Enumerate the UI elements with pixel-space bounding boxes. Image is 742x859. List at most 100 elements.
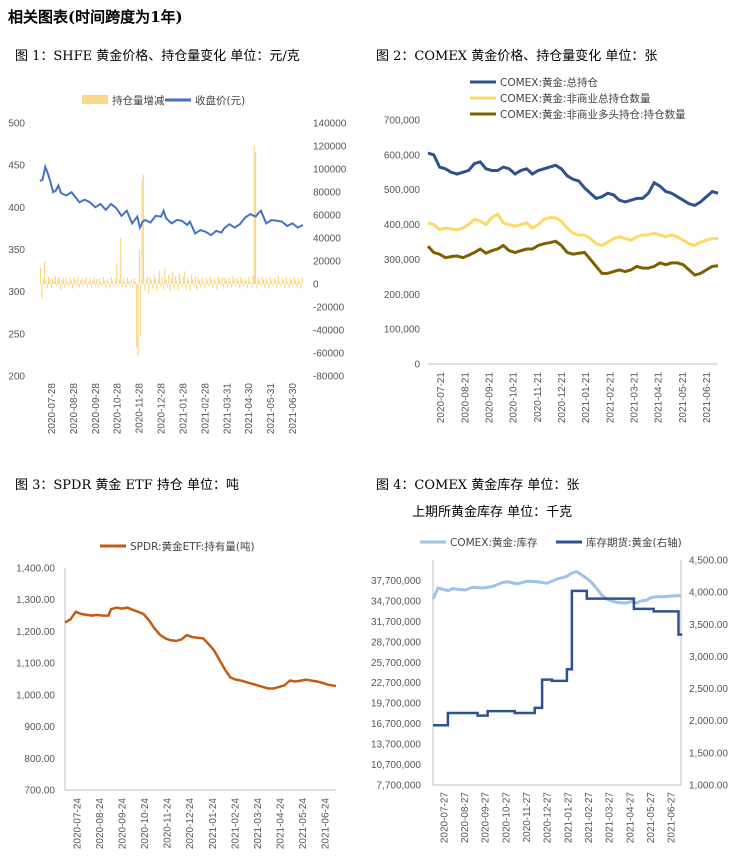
chart1-bar bbox=[160, 284, 162, 288]
chart1-bar bbox=[181, 284, 183, 288]
chart1-bar bbox=[288, 284, 290, 288]
chart2-series-line bbox=[427, 151, 719, 208]
chart3-x-tick: 2020-08-24 bbox=[95, 798, 106, 850]
chart1-bar bbox=[153, 274, 155, 284]
chart1-bar bbox=[42, 278, 44, 284]
chart1-bar bbox=[272, 284, 274, 287]
chart2-x-tick: 2021-03-21 bbox=[629, 372, 640, 424]
chart1-bar bbox=[180, 279, 182, 284]
chart1-bar bbox=[45, 280, 47, 284]
chart1-bar bbox=[98, 278, 101, 284]
chart1-bar bbox=[186, 278, 189, 284]
chart1-bar bbox=[48, 277, 50, 284]
chart1-y-tick-right: 0 bbox=[313, 280, 319, 291]
chart2-y-tick-left: 700,000 bbox=[384, 116, 421, 127]
chart1-bar bbox=[140, 284, 142, 336]
chart4-legend-label: 库存期货:黄金(右轴) bbox=[586, 536, 682, 549]
chart1-bar bbox=[285, 277, 287, 284]
chart1-bar bbox=[46, 284, 48, 289]
chart1-bar bbox=[208, 284, 210, 287]
chart1-bar bbox=[233, 279, 235, 284]
chart1-bar bbox=[108, 281, 110, 284]
chart3-y-tick-left: 1,200.00 bbox=[16, 627, 55, 638]
chart1-bar bbox=[106, 279, 109, 284]
chart2-y-tick-left: 500,000 bbox=[384, 185, 421, 196]
chart1-bar bbox=[264, 284, 266, 288]
chart1-bar bbox=[56, 284, 58, 287]
chart1-y-tick-right: 140000 bbox=[313, 119, 347, 130]
chart4-x-tick: 2020-11-27 bbox=[522, 792, 533, 843]
chart4-y-tick-right: 4,000.00 bbox=[689, 588, 728, 599]
chart1-bar bbox=[289, 278, 291, 284]
chart1-bar bbox=[101, 284, 103, 287]
chart1-legend-swatch bbox=[82, 95, 108, 104]
chart1-y-tick-right: 100000 bbox=[313, 165, 347, 176]
chart1-bar bbox=[58, 277, 60, 284]
chart1-bar bbox=[126, 277, 129, 284]
chart1-bar bbox=[277, 275, 279, 284]
chart1-x-tick: 2021-01-28 bbox=[178, 383, 189, 435]
chart2-x-tick: 2021-05-21 bbox=[678, 372, 689, 424]
chart4-x-tick: 2021-02-27 bbox=[584, 792, 595, 844]
chart2-title: 图 2：COMEX 黄金价格、持仓量变化 单位：张 bbox=[376, 49, 658, 64]
chart1-bar bbox=[274, 279, 277, 284]
chart4-x-tick: 2020-10-27 bbox=[501, 792, 512, 844]
chart1-bar bbox=[137, 284, 139, 356]
chart1-bar bbox=[293, 277, 295, 284]
chart1-bar bbox=[218, 279, 221, 284]
chart1-bar bbox=[81, 278, 83, 284]
chart1-bar bbox=[266, 281, 269, 284]
chart4-x-tick: 2021-01-27 bbox=[563, 792, 574, 844]
chart3-x-tick: 2021-01-24 bbox=[208, 798, 219, 850]
chart1-bar bbox=[212, 284, 214, 288]
chart1-bar bbox=[113, 284, 115, 287]
chart1-bar bbox=[196, 284, 198, 290]
chart4-y-tick-right: 1,500.00 bbox=[689, 748, 728, 759]
chart4-y-tick-left: 22,700,000 bbox=[371, 678, 421, 689]
chart3-y-tick-left: 1,100.00 bbox=[16, 659, 55, 670]
chart3-y-tick-left: 800.00 bbox=[24, 754, 55, 765]
chart1-bar bbox=[300, 284, 302, 289]
chart1-bar bbox=[85, 277, 87, 284]
chart1-bar bbox=[237, 280, 239, 284]
chart1-bar bbox=[257, 278, 259, 284]
chart1-y-tick-left: 250 bbox=[8, 329, 25, 340]
chart1-bar bbox=[124, 281, 126, 284]
chart1-bar bbox=[221, 277, 223, 284]
chart1-legend-label: 持仓量增减 bbox=[112, 94, 165, 107]
chart1-y-tick-right: -20000 bbox=[313, 303, 345, 314]
chart1-bar bbox=[250, 284, 253, 288]
chart1-bar bbox=[60, 284, 62, 290]
chart1-bar bbox=[254, 151, 257, 284]
chart1-bar bbox=[157, 279, 159, 284]
chart1-x-tick: 2020-09-28 bbox=[91, 383, 102, 435]
chart1-bar bbox=[77, 275, 79, 284]
chart4-x-tick: 2021-05-27 bbox=[646, 792, 657, 844]
chart1-bar bbox=[236, 278, 238, 284]
chart1-bar bbox=[110, 277, 113, 284]
chart3-x-tick: 2021-06-24 bbox=[321, 798, 332, 850]
chart1-bar bbox=[290, 279, 293, 284]
chart2-x-tick: 2021-06-21 bbox=[702, 372, 713, 424]
chart2-x-tick: 2020-07-21 bbox=[436, 372, 447, 424]
chart1-bar bbox=[230, 284, 233, 288]
chart2-series-line bbox=[426, 239, 719, 277]
chart2-y-tick-left: 400,000 bbox=[384, 220, 421, 231]
chart1-bar bbox=[292, 284, 294, 287]
chart1-bar bbox=[214, 280, 217, 284]
chart3-y-tick-left: 1,400.00 bbox=[16, 564, 55, 575]
chart1-bar bbox=[84, 279, 86, 284]
chart1-bar bbox=[136, 284, 138, 348]
chart1-bar bbox=[148, 284, 150, 294]
chart3-x-tick: 2020-12-24 bbox=[185, 798, 196, 850]
chart1-bar bbox=[184, 271, 186, 284]
chart1-bar bbox=[284, 284, 286, 289]
chart4-x-tick: 2021-06-27 bbox=[667, 792, 678, 844]
chart1-bar bbox=[232, 275, 234, 284]
chart1-bar bbox=[50, 284, 52, 288]
chart1-bar bbox=[177, 284, 179, 290]
chart1-bar bbox=[238, 284, 241, 288]
chart1-bar bbox=[161, 277, 163, 284]
chart1-y-tick-right: -60000 bbox=[313, 349, 345, 360]
chart4-y-tick-right: 4,500.00 bbox=[689, 556, 728, 567]
